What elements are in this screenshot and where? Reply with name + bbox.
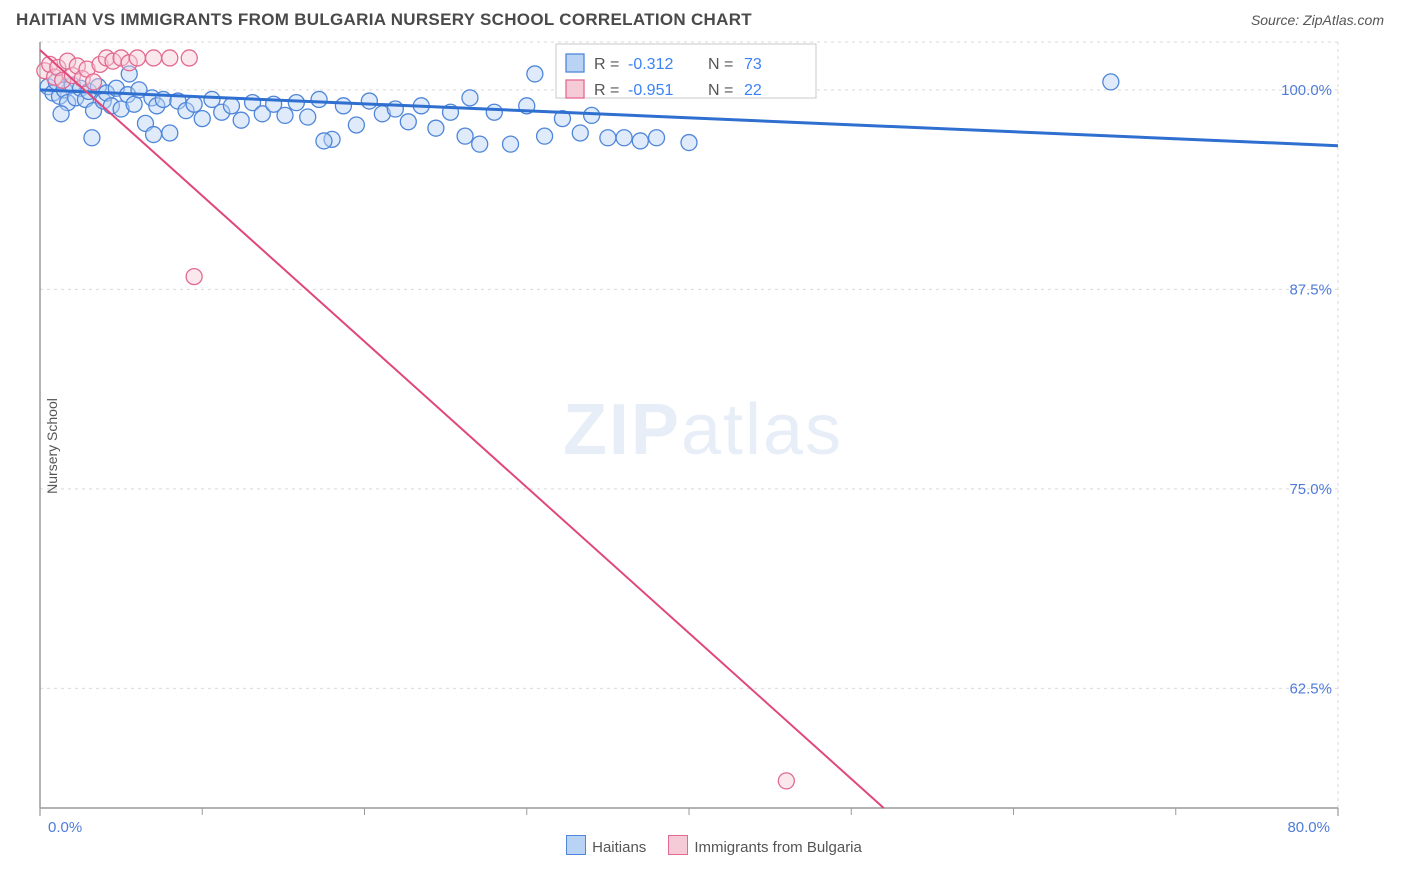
y-axis-label: Nursery School bbox=[44, 398, 60, 494]
data-point bbox=[300, 109, 316, 125]
svg-text:80.0%: 80.0% bbox=[1287, 819, 1330, 836]
data-point bbox=[472, 136, 488, 152]
data-point bbox=[316, 133, 332, 149]
footer-legend: Haitians Immigrants from Bulgaria bbox=[0, 835, 1406, 856]
svg-text:N =: N = bbox=[708, 82, 733, 99]
data-point bbox=[649, 130, 665, 146]
legend-swatch bbox=[668, 835, 688, 855]
data-point bbox=[335, 98, 351, 114]
data-point bbox=[1103, 74, 1119, 90]
data-point bbox=[428, 120, 444, 136]
data-point bbox=[600, 130, 616, 146]
data-point bbox=[457, 128, 473, 144]
data-point bbox=[53, 106, 69, 122]
chart-area: Nursery School ZIPatlas 62.5%75.0%87.5%1… bbox=[0, 36, 1406, 856]
legend-label: Immigrants from Bulgaria bbox=[694, 839, 862, 856]
data-point bbox=[616, 130, 632, 146]
svg-text:100.0%: 100.0% bbox=[1281, 82, 1332, 99]
legend-swatch bbox=[566, 80, 584, 98]
data-point bbox=[681, 135, 697, 151]
legend-swatch bbox=[566, 54, 584, 72]
data-point bbox=[503, 136, 519, 152]
chart-header: HAITIAN VS IMMIGRANTS FROM BULGARIA NURS… bbox=[0, 0, 1406, 36]
chart-title: HAITIAN VS IMMIGRANTS FROM BULGARIA NURS… bbox=[16, 10, 752, 30]
data-point bbox=[162, 125, 178, 141]
data-point bbox=[194, 111, 210, 127]
chart-source: Source: ZipAtlas.com bbox=[1251, 12, 1384, 28]
legend-swatch bbox=[566, 835, 586, 855]
data-point bbox=[162, 50, 178, 66]
data-point bbox=[146, 127, 162, 143]
svg-text:-0.312: -0.312 bbox=[628, 56, 673, 73]
data-point bbox=[537, 128, 553, 144]
data-point bbox=[86, 74, 102, 90]
data-point bbox=[146, 50, 162, 66]
svg-text:0.0%: 0.0% bbox=[48, 819, 82, 836]
svg-text:73: 73 bbox=[744, 56, 762, 73]
svg-text:R =: R = bbox=[594, 82, 619, 99]
data-point bbox=[778, 773, 794, 789]
data-point bbox=[462, 90, 478, 106]
data-point bbox=[632, 133, 648, 149]
trend-line bbox=[40, 50, 884, 808]
data-point bbox=[361, 93, 377, 109]
data-point bbox=[126, 96, 142, 112]
data-point bbox=[223, 98, 239, 114]
data-point bbox=[486, 104, 502, 120]
data-point bbox=[348, 117, 364, 133]
data-point bbox=[584, 107, 600, 123]
legend-label: Haitians bbox=[592, 839, 646, 856]
data-point bbox=[181, 50, 197, 66]
svg-text:87.5%: 87.5% bbox=[1289, 281, 1332, 298]
data-point bbox=[233, 112, 249, 128]
svg-text:-0.951: -0.951 bbox=[628, 82, 673, 99]
data-point bbox=[311, 91, 327, 107]
data-point bbox=[186, 269, 202, 285]
svg-text:R =: R = bbox=[594, 56, 619, 73]
svg-text:N =: N = bbox=[708, 56, 733, 73]
svg-text:75.0%: 75.0% bbox=[1289, 481, 1332, 498]
data-point bbox=[186, 96, 202, 112]
data-point bbox=[84, 130, 100, 146]
data-point bbox=[572, 125, 588, 141]
data-point bbox=[277, 107, 293, 123]
scatter-plot: 62.5% 75.0% 87.5% 100.0% 0.0% 80.0% R = -0.312… bbox=[0, 36, 1406, 856]
svg-text:62.5%: 62.5% bbox=[1289, 680, 1332, 697]
data-point bbox=[129, 50, 145, 66]
data-point bbox=[527, 66, 543, 82]
svg-text:22: 22 bbox=[744, 82, 762, 99]
data-point bbox=[400, 114, 416, 130]
